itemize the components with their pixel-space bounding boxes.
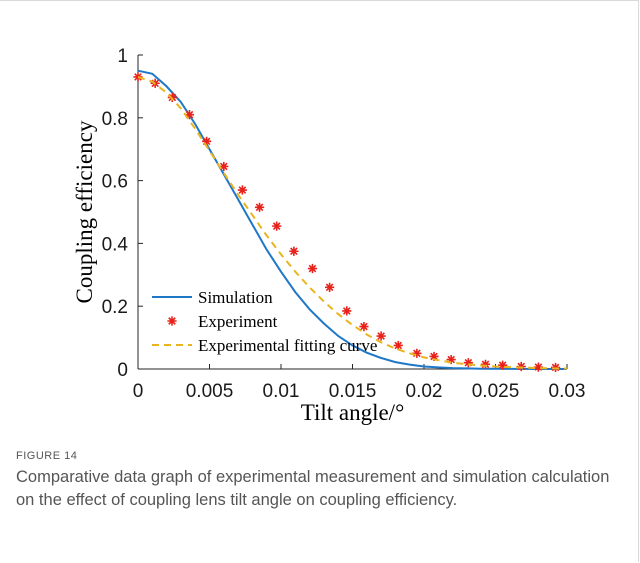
- figure-caption-text: Comparative data graph of experimental m…: [16, 468, 610, 509]
- x-axis-title: Tilt angle/°: [301, 400, 405, 425]
- experiment-point: [342, 306, 352, 316]
- legend: Simulation Experiment Experimental fitting…: [152, 288, 377, 355]
- x-tick-label: 0: [133, 381, 144, 402]
- x-tick-label: 0.025: [472, 381, 520, 402]
- experiment-point: [376, 331, 386, 341]
- experiment-point: [184, 110, 195, 120]
- experiment-point: [272, 221, 282, 231]
- series-layer: [133, 69, 568, 373]
- experiment-point: [219, 161, 229, 172]
- experiment-point: [167, 92, 177, 102]
- y-tick-label: 0.8: [102, 109, 128, 130]
- experiment-point: [412, 348, 422, 358]
- y-tick-label: 0.2: [102, 297, 128, 318]
- legend-marker-experiment: [167, 316, 177, 326]
- line-chart: 0 0.005 0.01 0.015 0.02 0.025 0.03 0 0.2 0.4 0.6 0.…: [72, 46, 586, 425]
- experiment-point: [307, 263, 318, 274]
- experiment-point: [480, 359, 491, 369]
- axes: 0 0.005 0.01 0.015 0.02 0.025 0.03 0 0.2 0.4 0.6 0.…: [102, 46, 586, 402]
- y-tick-label: 0.4: [102, 234, 129, 255]
- series-simulation-line: [137, 69, 567, 370]
- experiment-point: [393, 340, 403, 351]
- x-tick-label: 0.015: [329, 381, 377, 402]
- x-tick-label: 0.03: [549, 381, 586, 402]
- experiment-point: [463, 358, 473, 368]
- experiment-point: [325, 282, 335, 292]
- experiment-point: [429, 351, 439, 362]
- legend-label-experimental-fitting-curve: Experimental fitting curve: [198, 336, 377, 355]
- experiment-point: [237, 185, 247, 195]
- x-tick-label: 0.01: [263, 381, 300, 402]
- experiment-point: [254, 202, 265, 212]
- experiment-point: [289, 246, 299, 256]
- experiment-point: [446, 354, 456, 365]
- series-experimental-fitting-curve-line: [137, 76, 568, 370]
- experiment-point: [533, 362, 543, 372]
- y-tick-label: 0: [117, 360, 128, 381]
- legend-label-simulation: Simulation: [198, 288, 273, 307]
- legend-label-experiment: Experiment: [198, 312, 278, 331]
- experiment-point: [202, 136, 212, 146]
- x-tick-label: 0.02: [406, 381, 443, 402]
- y-tick-label: 0.6: [102, 172, 128, 193]
- figure-caption: FIGURE 14 Comparative data graph of expe…: [16, 450, 616, 512]
- y-tick-label: 1: [117, 46, 128, 67]
- series-experiment: [133, 72, 561, 373]
- experiment-point: [498, 360, 508, 370]
- y-axis-title: Coupling efficiency: [72, 120, 97, 303]
- x-tick-label: 0.005: [186, 381, 234, 402]
- experiment-point: [133, 72, 143, 82]
- experiment-point: [516, 361, 526, 372]
- experiment-point: [359, 322, 369, 332]
- figure-label: FIGURE 14: [16, 450, 78, 462]
